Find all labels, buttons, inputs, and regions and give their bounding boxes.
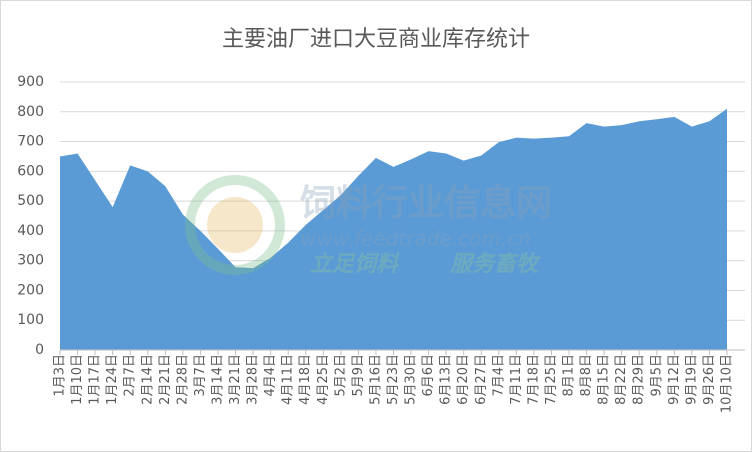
x-tick-label: 5月9日 xyxy=(351,354,366,397)
x-tick-label: 5月30日 xyxy=(404,354,419,405)
x-tick-label: 8月29日 xyxy=(632,354,647,405)
x-tick-label: 5月2日 xyxy=(333,354,348,397)
x-tick-label: 4月25日 xyxy=(316,354,331,405)
x-tick-label: 4月18日 xyxy=(298,354,313,405)
x-tick-label: 2月21日 xyxy=(158,354,173,405)
x-tick-label: 8月1日 xyxy=(562,354,577,397)
x-tick-label: 2月14日 xyxy=(140,354,155,405)
x-tick-label: 6月6日 xyxy=(421,354,436,397)
x-tick-label: 3月7日 xyxy=(193,354,208,397)
x-tick-label: 10月10日 xyxy=(720,354,735,413)
x-tick-label: 8月15日 xyxy=(597,354,612,405)
x-tick-label: 7月18日 xyxy=(526,354,541,405)
watermark-text: 饲料行业信息网 xyxy=(300,183,552,224)
y-tick-label: 500 xyxy=(17,193,44,209)
x-tick-label: 5月16日 xyxy=(368,354,383,405)
x-tick-label: 3月21日 xyxy=(228,354,243,405)
watermark-logo xyxy=(185,175,285,275)
x-tick-label: 9月12日 xyxy=(667,354,682,405)
watermark-text: www.feedtrade.com.cn xyxy=(300,227,531,251)
y-tick-label: 300 xyxy=(17,253,44,269)
x-tick-label: 9月5日 xyxy=(649,354,664,397)
x-tick-label: 8月8日 xyxy=(579,354,594,397)
x-tick-label: 2月28日 xyxy=(175,354,190,405)
x-tick-label: 6月27日 xyxy=(474,354,489,405)
y-tick-label: 200 xyxy=(17,282,44,298)
watermark-text: 服务畜牧 xyxy=(449,251,542,277)
x-tick-label: 3月28日 xyxy=(246,354,261,405)
watermark-logo-inner xyxy=(207,197,263,253)
x-tick-label: 7月25日 xyxy=(544,354,559,405)
x-tick-label: 4月4日 xyxy=(263,354,278,397)
y-tick-label: 100 xyxy=(17,312,44,328)
x-tick-label: 3月14日 xyxy=(210,354,225,405)
x-tick-label: 7月4日 xyxy=(491,354,506,397)
labels: 0 100 200 300 400 500 600 700 800 900 1月3日 1月10日 1月1… xyxy=(17,74,734,413)
y-tick-label: 600 xyxy=(17,163,44,179)
x-tick-label: 1月10日 xyxy=(70,354,85,405)
x-tick-label: 6月20日 xyxy=(456,354,471,405)
x-tick-label: 9月19日 xyxy=(684,354,699,405)
x-tick-label: 1月17日 xyxy=(88,354,103,405)
x-tick-label: 1月24日 xyxy=(105,354,120,405)
x-tick-label: 8月22日 xyxy=(614,354,629,405)
x-tick-label: 2月7日 xyxy=(123,354,138,397)
x-tick-label: 7月11日 xyxy=(509,354,524,405)
x-tick-label: 1月3日 xyxy=(53,354,68,397)
y-tick-label: 800 xyxy=(17,104,44,120)
area xyxy=(60,108,727,350)
x-tick-label: 4月11日 xyxy=(281,354,296,405)
x-tick-label: 9月26日 xyxy=(702,354,717,405)
y-tick-label: 700 xyxy=(17,134,44,150)
x-tick-label: 5月23日 xyxy=(386,354,401,405)
x-tick-label: 6月13日 xyxy=(439,354,454,405)
y-tick-label: 900 xyxy=(17,74,44,90)
y-tick-label: 400 xyxy=(17,223,44,239)
chart-title: 主要油厂进口大豆商业库存统计 xyxy=(222,27,530,52)
plot xyxy=(59,108,745,355)
y-tick-label: 0 xyxy=(35,342,44,358)
watermark-text: 立足饲料 xyxy=(310,251,400,277)
